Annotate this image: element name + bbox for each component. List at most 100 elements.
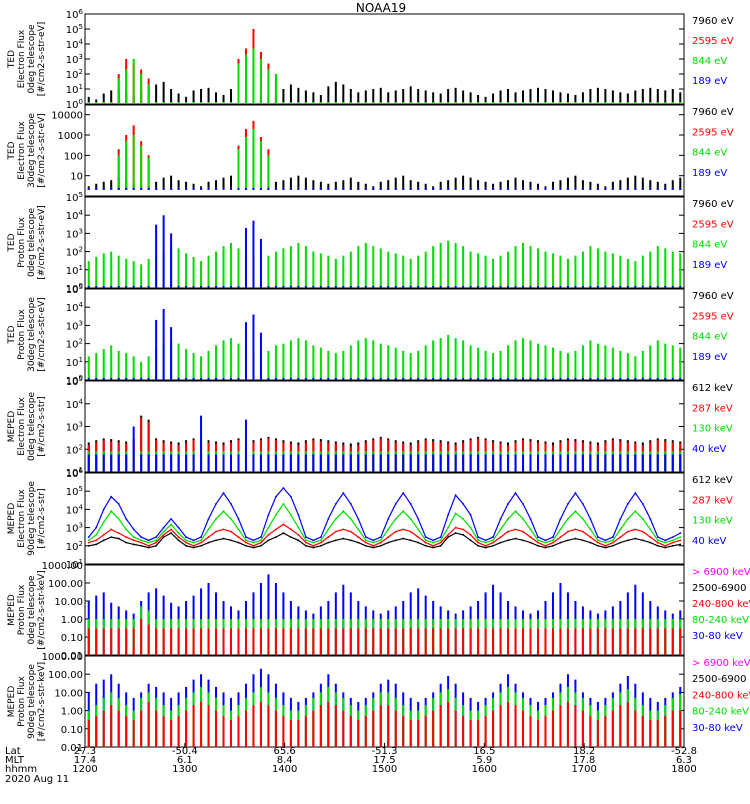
data-point [619, 187, 622, 190]
series-red [87, 523, 682, 547]
data-point [289, 187, 292, 190]
y-axis-label-line: Electron Flux [17, 121, 27, 180]
data-point [327, 286, 330, 288]
y-axis-label: TED Proton Flux 30deg telescope [#/cm2-s-st… [7, 297, 47, 372]
series-green [87, 128, 682, 190]
data-point [507, 286, 510, 288]
data-point [372, 378, 375, 380]
data-point [185, 286, 188, 288]
data-point [484, 378, 487, 380]
legend-entry: 30-80 keV [692, 723, 743, 734]
series-blue [87, 574, 682, 655]
legend: 7960 eV 2595 eV 844 eV 189 eV [692, 291, 734, 363]
y-axis-label-line: [#/cm2-s-str-keV] [37, 662, 47, 741]
data-point [289, 378, 292, 380]
data-point [626, 187, 629, 190]
x-row-label: MLT [5, 755, 25, 766]
data-point [334, 286, 337, 288]
data-point [544, 187, 547, 190]
x-tick-label: 1200 [72, 764, 97, 775]
legend-entry: 130 keV [692, 424, 733, 435]
data-point [492, 378, 495, 380]
y-axis-label-line: MEPED [7, 503, 17, 535]
data-point [596, 102, 599, 104]
data-point [656, 378, 659, 380]
y-axis-label-line: TED [7, 141, 17, 160]
data-point [507, 187, 510, 190]
data-point [192, 187, 195, 190]
data-point [140, 187, 143, 190]
panel-frame [84, 104, 685, 197]
data-point [581, 187, 584, 190]
legend-entry: 2595 eV [692, 127, 734, 138]
chart-title: NOAA19 [356, 1, 406, 15]
data-point [207, 187, 210, 190]
y-tick-label: 103 [66, 319, 83, 332]
data-point [177, 187, 180, 190]
y-tick-label: 103 [66, 53, 83, 66]
data-point [364, 102, 367, 104]
data-point [282, 286, 285, 288]
y-tick-label: 100.00 [48, 670, 83, 681]
data-point [357, 286, 360, 288]
data-point [529, 286, 532, 288]
series-line [88, 502, 681, 544]
data-point [177, 286, 180, 288]
data-point [387, 286, 390, 288]
data-point [641, 102, 644, 104]
data-point [237, 286, 240, 288]
data-point [379, 187, 382, 190]
x-tick-label: 6.1 [177, 755, 193, 766]
data-point [267, 378, 270, 380]
data-point [297, 187, 300, 190]
y-axis-label: TED Proton Flux 0deg telescope [#/cm2-s-str… [7, 205, 47, 280]
series-line [88, 487, 681, 541]
y-axis-label: TED Electron Flux 30deg telescope [#/cm2-s-… [7, 113, 47, 188]
data-point [312, 187, 315, 190]
data-point [304, 286, 307, 288]
legend-entry: 2500-6900 [692, 583, 747, 594]
data-point [394, 378, 397, 380]
data-point [439, 286, 442, 288]
data-point [611, 286, 614, 288]
x-tick-label: 17.4 [74, 755, 96, 766]
data-point [289, 102, 292, 104]
y-tick-label: 100 [66, 98, 83, 111]
y-axis-label: MEPED Proton Flux 0deg telescope [#/cm2-s-s… [7, 570, 47, 649]
data-point [372, 102, 375, 104]
y-tick-label: 1.00 [61, 615, 83, 626]
data-point [230, 187, 233, 190]
series-blue [87, 308, 682, 380]
y-tick-label: 102 [66, 540, 83, 553]
y-tick-label: 105 [66, 283, 83, 296]
series-green [87, 240, 682, 288]
data-point [319, 286, 322, 288]
x-tick-label: 1700 [571, 764, 596, 775]
data-point [312, 102, 315, 104]
y-tick-label: 103 [66, 421, 83, 434]
data-point [544, 378, 547, 380]
data-point [619, 286, 622, 288]
legend-entry: 189 eV [692, 352, 727, 363]
data-point [132, 378, 135, 380]
series-red [87, 120, 682, 190]
x-row-label: Lat [5, 746, 21, 757]
data-point [484, 102, 487, 104]
legend: 7960 eV 2595 eV 844 eV 189 eV [692, 107, 734, 179]
data-point [177, 378, 180, 380]
legend-entry: 844 eV [692, 332, 727, 343]
panel-frame [84, 13, 685, 105]
x-tick-label: 1400 [272, 764, 297, 775]
data-point [192, 378, 195, 380]
legend-entry: 40 keV [692, 444, 726, 455]
data-point [656, 102, 659, 104]
data-point [364, 187, 367, 190]
data-point [499, 187, 502, 190]
legend: > 6900 keV 2500-6900 240-800 keV 80-240 keV… [692, 567, 750, 642]
data-point [334, 102, 337, 104]
data-point [402, 187, 405, 190]
data-point [664, 102, 667, 104]
y-axis-label-line: Proton Flux [17, 217, 27, 268]
legend-entry: 2500-6900 [692, 674, 747, 685]
